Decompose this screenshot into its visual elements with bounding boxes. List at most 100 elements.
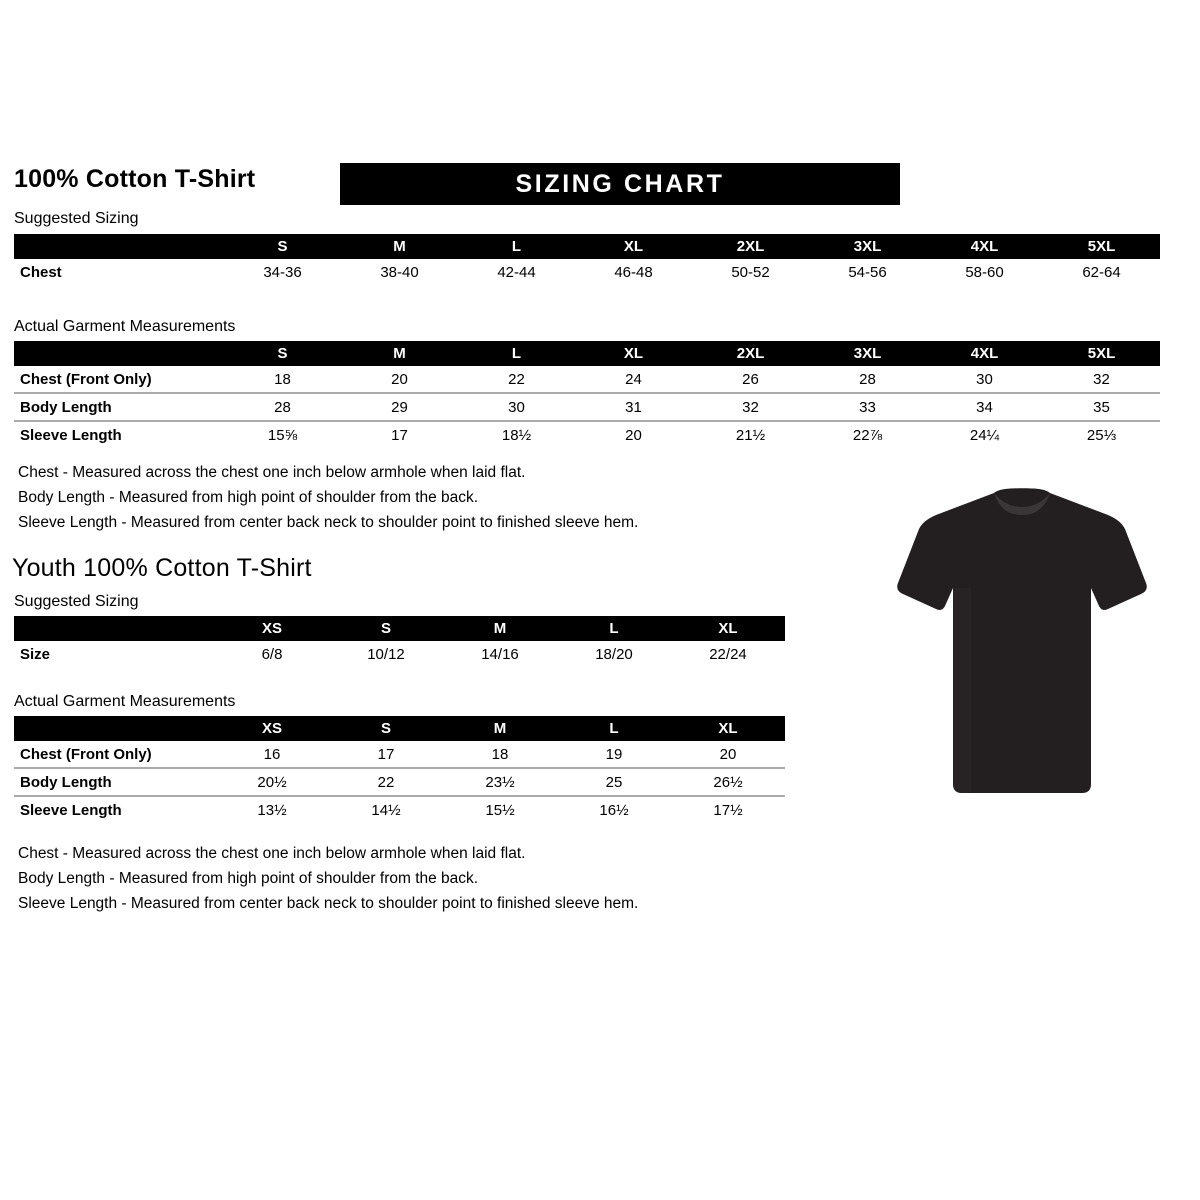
cell-ybodylen-m: 23½ [443,767,557,796]
col-header-5xl: 5XL [1087,345,1116,362]
col-header-xl: XL [623,238,644,255]
note-sleeve-length: Sleeve Length - Measured from center bac… [18,514,639,531]
note-chest: Chest - Measured across the chest one in… [18,845,526,862]
youth-suggested-sizing-table: XS S M L XL Size 6/8 10/12 14/16 18/20 2… [14,616,785,667]
note-body-length: Body Length - Measured from high point o… [18,870,479,887]
col-header-xl: XL [718,620,738,637]
cell-chest-s: 34-36 [263,263,302,281]
cell-bodylen-l: 30 [458,392,575,421]
col-header-m: M [493,620,507,637]
youth-section-title: Youth 100% Cotton T-Shirt [12,554,312,582]
table-row: Body Length 28 29 30 31 32 33 34 35 [14,392,1160,421]
sizing-chart-banner: SIZING CHART [340,163,900,205]
col-header-2xl: 2XL [736,345,765,362]
col-header-l: L [609,720,619,737]
row-label-body-length: Body Length [14,767,215,796]
cell-chest-m: 38-40 [380,263,419,281]
adult-actual-measurements-table: S M L XL 2XL 3XL 4XL 5XL Chest (Front On… [14,341,1160,448]
table-row: Sleeve Length 13½ 14½ 15½ 16½ 17½ [14,795,785,823]
cell-sleevelen-l: 18½ [458,420,575,448]
adult-measurement-notes: Chest - Measured across the chest one in… [18,460,638,535]
cell-sleevelen-m: 17 [341,420,458,448]
cell-bodylen-s: 28 [224,392,341,421]
cell-size-xl: 22/24 [709,645,747,663]
col-header-3xl: 3XL [853,238,882,255]
page-title: 100% Cotton T-Shirt [14,165,256,193]
cell-ychestfo-xs: 16 [263,745,281,763]
row-label-chest-front-only: Chest (Front Only) [20,370,152,388]
chart-header: 100% Cotton T-Shirt SIZING CHART [14,163,1174,207]
row-label-body-length: Body Length [14,392,224,421]
cell-size-m: 14/16 [481,645,519,663]
sizing-chart-banner-label: SIZING CHART [515,170,725,198]
col-header-4xl: 4XL [970,345,999,362]
col-header-l: L [511,238,522,255]
cell-ychestfo-l: 19 [605,745,623,763]
cell-ybodylen-s: 22 [329,767,443,796]
black-tshirt-illustration [897,488,1147,793]
cell-sleevelen-3xl: 22⅞ [809,420,926,448]
cell-chestfo-xl: 24 [625,370,642,388]
table-row: Body Length 20½ 22 23½ 25 26½ [14,767,785,796]
cell-chest-2xl: 50-52 [731,263,770,281]
cell-ysleevelen-s: 14½ [329,795,443,823]
col-header-blank [14,341,224,366]
cell-chestfo-5xl: 32 [1093,370,1110,388]
cell-sleevelen-5xl: 25⅓ [1043,420,1160,448]
table-header-row: S M L XL 2XL 3XL 4XL 5XL [14,341,1160,366]
adult-actual-measurements-label: Actual Garment Measurements [14,318,236,335]
cell-ysleevelen-xs: 13½ [215,795,329,823]
table-row: Size 6/8 10/12 14/16 18/20 22/24 [14,641,785,667]
cell-ybodylen-l: 25 [557,767,671,796]
col-header-blank [14,716,215,741]
col-header-s: S [380,620,391,637]
row-label-size: Size [20,645,51,663]
cell-size-l: 18/20 [595,645,633,663]
cell-ychestfo-xl: 20 [719,745,737,763]
cell-ysleevelen-l: 16½ [557,795,671,823]
col-header-xs: XS [261,720,282,737]
cell-bodylen-xl: 31 [575,392,692,421]
table-row: Chest (Front Only) 16 17 18 19 20 [14,741,785,768]
table-row: Chest (Front Only) 18 20 22 24 26 28 30 … [14,366,1160,393]
cell-sleevelen-s: 15⅝ [224,420,341,448]
row-label-sleeve-length: Sleeve Length [14,420,224,448]
row-label-sleeve-length: Sleeve Length [14,795,215,823]
cell-chestfo-s: 18 [274,370,291,388]
col-header-s: S [277,345,288,362]
cell-sleevelen-xl: 20 [575,420,692,448]
col-header-xl: XL [718,720,738,737]
col-header-blank [14,616,215,641]
cell-size-s: 10/12 [367,645,405,663]
table-row: Chest 34-36 38-40 42-44 46-48 50-52 54-5… [14,259,1160,285]
note-body-length: Body Length - Measured from high point o… [18,489,479,506]
cell-bodylen-3xl: 33 [809,392,926,421]
cell-ychestfo-s: 17 [377,745,395,763]
cell-ysleevelen-m: 15½ [443,795,557,823]
col-header-5xl: 5XL [1087,238,1116,255]
cell-bodylen-2xl: 32 [692,392,809,421]
table-row: Sleeve Length 15⅝ 17 18½ 20 21½ 22⅞ 24¼ … [14,420,1160,448]
cell-chestfo-2xl: 26 [742,370,759,388]
cell-ychestfo-m: 18 [491,745,509,763]
cell-chest-3xl: 54-56 [848,263,887,281]
col-header-m: M [393,345,406,362]
col-header-xl: XL [623,345,644,362]
col-header-4xl: 4XL [970,238,999,255]
cell-bodylen-m: 29 [341,392,458,421]
youth-actual-measurements-table: XS S M L XL Chest (Front Only) 16 17 18 … [14,716,785,823]
row-label-chest-front-only: Chest (Front Only) [20,745,152,763]
cell-ybodylen-xl: 26½ [671,767,785,796]
cell-chest-xl: 46-48 [614,263,653,281]
col-header-m: M [393,238,406,255]
cell-ybodylen-xs: 20½ [215,767,329,796]
cell-chestfo-m: 20 [391,370,408,388]
cell-chestfo-4xl: 30 [976,370,993,388]
col-header-xs: XS [261,620,282,637]
cell-bodylen-4xl: 34 [926,392,1043,421]
row-label-chest: Chest [20,263,62,281]
cell-chestfo-3xl: 28 [859,370,876,388]
cell-size-xs: 6/8 [261,645,283,663]
note-sleeve-length: Sleeve Length - Measured from center bac… [18,895,639,912]
